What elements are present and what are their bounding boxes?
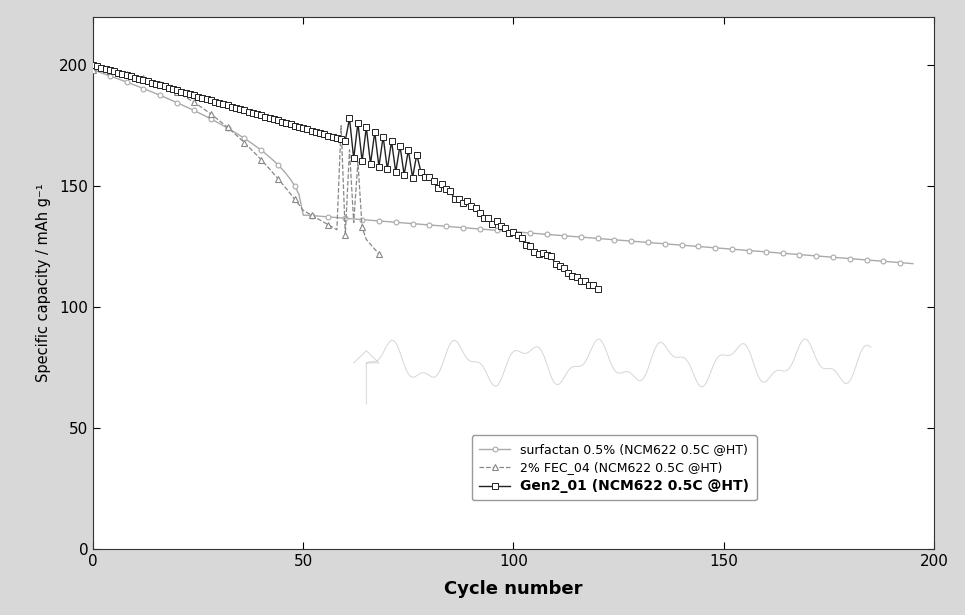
- surfactan 0.5% (NCM622 0.5C @HT): [634, 238, 646, 245]
- surfactan 0.5% (NCM622 0.5C @HT): [545, 231, 557, 239]
- Line: 2% FEC_04 (NCM622 0.5C @HT): 2% FEC_04 (NCM622 0.5C @HT): [90, 66, 382, 258]
- X-axis label: Cycle number: Cycle number: [444, 581, 583, 598]
- Line: Gen2_01 (NCM622 0.5C @HT): Gen2_01 (NCM622 0.5C @HT): [91, 62, 600, 292]
- Line: surfactan 0.5% (NCM622 0.5C @HT): surfactan 0.5% (NCM622 0.5C @HT): [91, 68, 916, 266]
- Gen2_01 (NCM622 0.5C @HT): [138, 76, 150, 84]
- 2% FEC_04 (NCM622 0.5C @HT): [251, 152, 262, 159]
- Gen2_01 (NCM622 0.5C @HT): [87, 62, 98, 69]
- Gen2_01 (NCM622 0.5C @HT): [205, 97, 216, 104]
- surfactan 0.5% (NCM622 0.5C @HT): [121, 78, 132, 85]
- 2% FEC_04 (NCM622 0.5C @HT): [184, 96, 196, 103]
- Gen2_01 (NCM622 0.5C @HT): [302, 125, 314, 133]
- surfactan 0.5% (NCM622 0.5C @HT): [315, 213, 326, 220]
- Gen2_01 (NCM622 0.5C @HT): [402, 146, 414, 154]
- 2% FEC_04 (NCM622 0.5C @HT): [125, 71, 137, 78]
- surfactan 0.5% (NCM622 0.5C @HT): [789, 250, 801, 258]
- Y-axis label: Specific capacity / mAh g⁻¹: Specific capacity / mAh g⁻¹: [36, 184, 51, 383]
- Legend: surfactan 0.5% (NCM622 0.5C @HT), 2% FEC_04 (NCM622 0.5C @HT), Gen2_01 (NCM622 0: surfactan 0.5% (NCM622 0.5C @HT), 2% FEC…: [472, 435, 757, 501]
- 2% FEC_04 (NCM622 0.5C @HT): [87, 66, 98, 74]
- Gen2_01 (NCM622 0.5C @HT): [427, 177, 439, 184]
- 2% FEC_04 (NCM622 0.5C @HT): [179, 93, 191, 101]
- 2% FEC_04 (NCM622 0.5C @HT): [142, 76, 153, 83]
- 2% FEC_04 (NCM622 0.5C @HT): [373, 250, 385, 258]
- surfactan 0.5% (NCM622 0.5C @HT): [857, 256, 868, 263]
- surfactan 0.5% (NCM622 0.5C @HT): [907, 260, 919, 268]
- 2% FEC_04 (NCM622 0.5C @HT): [108, 68, 120, 75]
- Gen2_01 (NCM622 0.5C @HT): [592, 285, 603, 293]
- Gen2_01 (NCM622 0.5C @HT): [558, 264, 569, 272]
- surfactan 0.5% (NCM622 0.5C @HT): [87, 66, 98, 74]
